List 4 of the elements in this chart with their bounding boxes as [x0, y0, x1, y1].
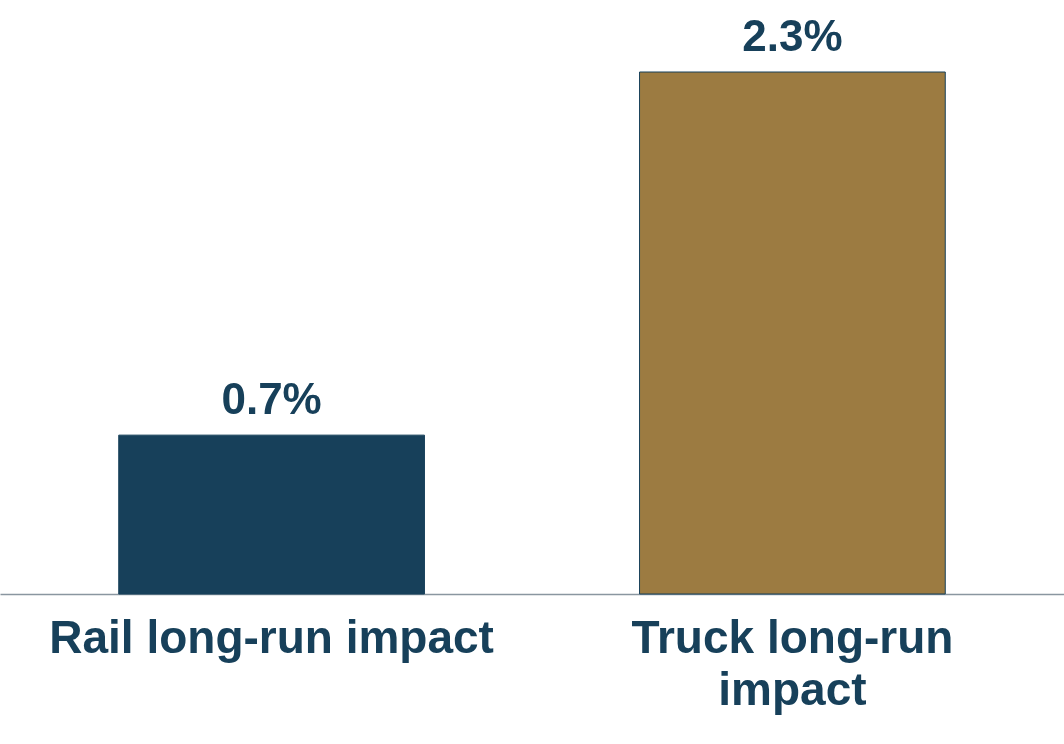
data-label: 0.7% [221, 374, 322, 424]
x-tick-label: Rail long-run impact [49, 610, 494, 663]
x-tick-label: Truck long-run impact [631, 610, 954, 715]
data-label: 2.3% [742, 11, 843, 60]
